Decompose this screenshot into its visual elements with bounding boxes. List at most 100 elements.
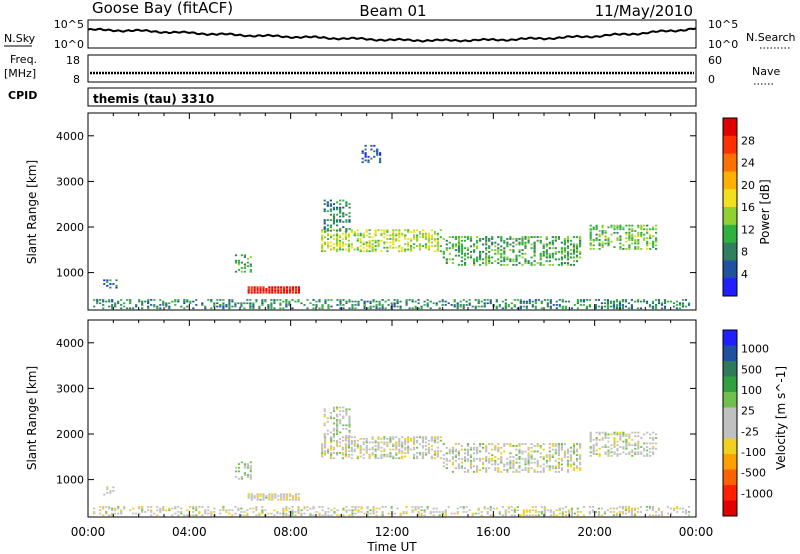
heatmap-cell <box>466 448 470 451</box>
heatmap-cell <box>373 144 376 147</box>
heatmap-cell <box>147 300 150 303</box>
heatmap-cell <box>288 507 291 510</box>
heatmap-cell <box>112 490 115 492</box>
heatmap-cell <box>111 507 114 510</box>
heatmap-cell <box>210 300 213 303</box>
heatmap-cell <box>539 241 542 244</box>
heatmap-cell <box>579 461 582 464</box>
heatmap-cell <box>442 250 445 253</box>
heatmap-cell <box>621 511 624 513</box>
heatmap-cell <box>595 233 598 236</box>
heatmap-cell <box>530 454 533 457</box>
heatmap-cell <box>510 514 513 517</box>
heatmap-cell <box>530 243 533 246</box>
heatmap-cell <box>277 291 280 294</box>
heatmap-cell <box>545 250 548 253</box>
heatmap-cell <box>500 238 503 240</box>
colorbar-tick-label: 4 <box>741 268 748 281</box>
heatmap-cell <box>336 514 339 517</box>
heatmap-cell <box>569 239 573 242</box>
heatmap-cell <box>601 224 604 227</box>
colorbar-swatch <box>723 485 737 501</box>
heatmap-cell <box>192 511 195 513</box>
heatmap-cell <box>144 511 147 513</box>
heatmap-cell <box>398 450 401 453</box>
heatmap-cell <box>383 443 386 446</box>
heatmap-cell <box>597 512 600 515</box>
heatmap-cell <box>396 507 399 510</box>
heatmap-cell <box>430 238 433 240</box>
heatmap-cell <box>652 453 655 455</box>
heatmap-cell <box>485 446 488 449</box>
heatmap-cell <box>240 514 243 517</box>
heatmap-cell <box>569 243 573 246</box>
heatmap-cell <box>330 455 333 458</box>
heatmap-cell <box>368 232 371 235</box>
colorbar-tick-label: 12 <box>741 223 755 236</box>
heatmap-cell <box>280 496 283 499</box>
heatmap-cell <box>234 302 237 305</box>
heatmap-cell <box>369 509 372 512</box>
heatmap-cell <box>639 511 643 513</box>
heatmap-cell <box>592 244 595 247</box>
heatmap-cell <box>448 258 451 261</box>
heatmap-cell <box>563 450 566 453</box>
heatmap-cell <box>291 496 295 499</box>
heatmap-cell <box>536 450 539 453</box>
heatmap-cell <box>335 453 339 456</box>
heatmap-cell <box>527 456 530 458</box>
heatmap-cell <box>436 245 439 247</box>
heatmap-cell <box>566 263 570 266</box>
heatmap-cell <box>545 236 548 238</box>
heatmap-cell <box>500 263 503 266</box>
heatmap-cell <box>365 250 368 253</box>
heatmap-cell <box>630 512 633 515</box>
heatmap-cell <box>536 262 539 264</box>
heatmap-cell <box>102 506 105 508</box>
heatmap-cell <box>482 446 485 449</box>
heatmap-cell <box>347 248 350 251</box>
heatmap-cell <box>348 203 351 205</box>
heatmap-cell <box>579 245 582 248</box>
heatmap-cell <box>106 284 109 287</box>
heatmap-cell <box>243 465 246 467</box>
heatmap-cell <box>612 300 615 303</box>
heatmap-cell <box>621 300 624 303</box>
y-tick-label: 2000 <box>56 221 84 234</box>
heatmap-cell <box>362 250 365 253</box>
heatmap-cell <box>256 493 259 496</box>
heatmap-cell <box>572 443 576 445</box>
heatmap-cell <box>549 302 552 305</box>
heatmap-cell <box>612 514 615 517</box>
x-tick-label: 20:00 <box>577 525 612 539</box>
heatmap-cell <box>291 495 295 497</box>
heatmap-cell <box>404 455 407 458</box>
heatmap-cell <box>678 302 682 305</box>
heatmap-cell <box>607 433 610 436</box>
heatmap-cell <box>488 254 491 257</box>
heatmap-cell <box>424 448 428 451</box>
heatmap-cell <box>323 415 326 418</box>
heatmap-cell <box>595 438 598 441</box>
heatmap-cell <box>555 300 558 303</box>
heatmap-cell <box>359 445 362 447</box>
heatmap-cell <box>410 239 413 242</box>
heatmap-cell <box>527 454 530 457</box>
heatmap-cell <box>201 506 204 508</box>
heatmap-cell <box>460 461 463 464</box>
heatmap-cell <box>639 506 643 508</box>
heatmap-cell <box>438 511 441 513</box>
heatmap-cell <box>237 477 241 480</box>
heatmap-cell <box>421 441 425 444</box>
heatmap-cell <box>392 436 395 439</box>
heatmap-cell <box>631 235 634 238</box>
heatmap-cell <box>285 305 288 308</box>
heatmap-cell <box>589 437 592 439</box>
heatmap-cell <box>463 467 467 470</box>
heatmap-cell <box>332 435 336 437</box>
heatmap-cell <box>372 305 375 308</box>
heatmap-cell <box>469 459 473 462</box>
heatmap-cell <box>604 444 607 447</box>
heatmap-cell <box>389 448 392 451</box>
